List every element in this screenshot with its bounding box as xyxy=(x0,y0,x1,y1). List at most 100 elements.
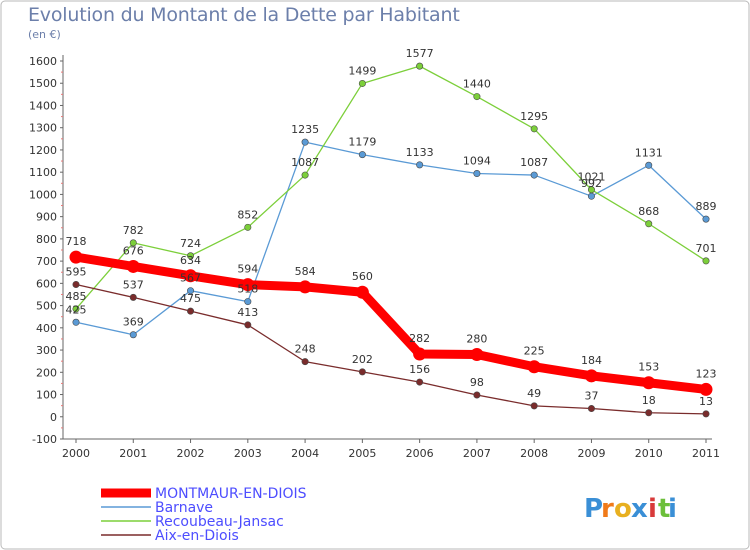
data-label: 280 xyxy=(466,333,487,346)
data-point xyxy=(413,347,427,361)
data-point xyxy=(187,307,195,315)
data-point xyxy=(358,79,366,87)
y-tick-label: 1300 xyxy=(29,122,57,135)
logo-letter: o xyxy=(614,494,632,524)
axes: -100 0 100 200 300 400 500 600 700 800 900 1000 1100… xyxy=(29,55,720,460)
legend-label: MONTMAUR-EN-DIOIS xyxy=(155,486,307,502)
y-tick-label: 1500 xyxy=(29,77,57,90)
x-tick-label: 2005 xyxy=(348,447,376,460)
data-label: 425 xyxy=(66,303,87,316)
data-label: 718 xyxy=(66,235,87,248)
data-label: 676 xyxy=(123,244,144,257)
x-tick-label: 2007 xyxy=(463,447,491,460)
data-point xyxy=(69,250,83,264)
data-label: 1087 xyxy=(291,156,319,169)
data-label: 1094 xyxy=(463,155,491,168)
y-tick-label: 800 xyxy=(36,233,57,246)
data-label: 724 xyxy=(180,237,201,250)
data-point xyxy=(129,293,137,301)
data-point xyxy=(530,402,538,410)
data-label: 584 xyxy=(295,265,316,278)
series-line xyxy=(71,252,711,394)
data-point xyxy=(645,161,653,169)
data-point xyxy=(530,171,538,179)
data-label: 701 xyxy=(696,242,717,255)
y-tick-label: 200 xyxy=(36,366,57,379)
data-point xyxy=(699,382,713,396)
series-3 xyxy=(72,280,710,418)
legend-label: Barnave xyxy=(155,500,213,516)
data-label: 1235 xyxy=(291,123,319,136)
data-point xyxy=(645,409,653,417)
data-point xyxy=(129,239,137,247)
data-point xyxy=(358,368,366,376)
logo-letter: i xyxy=(648,494,657,524)
y-tick-label: 700 xyxy=(36,255,57,268)
data-point xyxy=(473,391,481,399)
data-point xyxy=(72,280,80,288)
data-label: 1499 xyxy=(348,64,376,77)
data-label: 282 xyxy=(409,332,430,345)
data-label: 868 xyxy=(638,205,659,218)
data-point xyxy=(416,161,424,169)
data-point xyxy=(702,410,710,418)
data-label: 1295 xyxy=(520,110,548,123)
data-label: 782 xyxy=(123,224,144,237)
data-point xyxy=(244,298,252,306)
data-label: 413 xyxy=(237,306,258,319)
data-label: 634 xyxy=(180,254,201,267)
logo-letter: P xyxy=(584,494,603,524)
chart-title: Evolution du Montant de la Dette par Hab… xyxy=(28,4,460,26)
data-point xyxy=(645,220,653,228)
data-label: 369 xyxy=(123,316,144,329)
data-point xyxy=(527,360,541,374)
data-point xyxy=(244,223,252,231)
data-point xyxy=(702,215,710,223)
y-tick-label: 400 xyxy=(36,322,57,335)
data-point xyxy=(126,259,140,273)
data-point xyxy=(72,318,80,326)
y-tick-label: 1100 xyxy=(29,166,57,179)
y-tick-label: 600 xyxy=(36,277,57,290)
data-point xyxy=(473,93,481,101)
logo-letter: r xyxy=(601,494,614,524)
data-point xyxy=(129,331,137,339)
logo-letter: i xyxy=(668,494,677,524)
x-tick-label: 2009 xyxy=(577,447,605,460)
data-label: 37 xyxy=(584,390,598,403)
data-point xyxy=(184,269,198,283)
data-label: 248 xyxy=(295,343,316,356)
series-line xyxy=(75,65,707,310)
y-tick-label: 900 xyxy=(36,211,57,224)
y-tick-label: 1000 xyxy=(29,188,57,201)
data-label: 889 xyxy=(696,200,717,213)
data-point xyxy=(702,257,710,265)
data-point xyxy=(301,358,309,366)
series-0 xyxy=(69,250,713,396)
data-label: 1179 xyxy=(348,136,376,149)
x-tick-label: 2000 xyxy=(62,447,90,460)
data-label: 485 xyxy=(66,290,87,303)
data-label: 1133 xyxy=(406,146,434,159)
data-point xyxy=(584,369,598,383)
y-tick-label: 0 xyxy=(50,411,57,424)
data-point xyxy=(355,285,369,299)
data-point xyxy=(187,252,195,260)
data-label: 992 xyxy=(581,177,602,190)
series-line xyxy=(75,283,707,415)
data-labels-layer: 425 369 567 518 1235 1179 1133 1094 1087 992 1131 8… xyxy=(66,47,717,408)
data-label: 156 xyxy=(409,363,430,376)
logo-letter: x xyxy=(631,494,648,524)
data-label: 567 xyxy=(180,272,201,285)
data-label: 537 xyxy=(123,278,144,291)
data-point xyxy=(72,305,80,313)
data-point xyxy=(301,138,309,146)
x-tick-label: 2002 xyxy=(177,447,205,460)
chart-subtitle: (en €) xyxy=(28,28,61,41)
data-label: 594 xyxy=(237,263,258,276)
logo-letter: t xyxy=(658,494,670,524)
data-label: 1021 xyxy=(577,171,605,184)
